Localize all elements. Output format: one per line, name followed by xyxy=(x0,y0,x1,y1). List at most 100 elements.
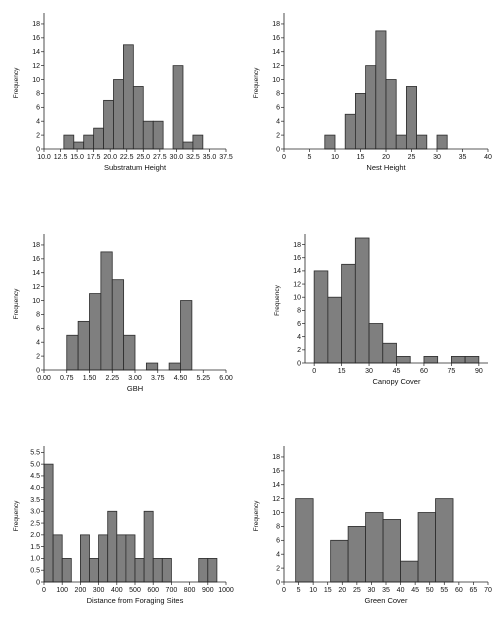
x-tick-label: 0.00 xyxy=(37,375,51,382)
y-axis-title: Frequency xyxy=(13,288,20,319)
y-tick-label: 5.5 xyxy=(30,450,40,457)
y-tick-label: 18 xyxy=(293,242,301,249)
histogram-bar xyxy=(123,334,136,371)
x-tick-label: 0 xyxy=(312,368,316,375)
x-tick-label: 20 xyxy=(382,154,390,161)
histogram-bar xyxy=(330,539,349,583)
x-tick-label: 35.0 xyxy=(203,154,217,161)
histogram-bar xyxy=(107,510,118,583)
x-tick-label: 3.75 xyxy=(151,375,165,382)
x-tick-label: 400 xyxy=(111,587,123,594)
y-tick-label: 16 xyxy=(272,468,280,475)
histogram-bar xyxy=(132,86,144,150)
y-tick-label: 0 xyxy=(297,360,301,367)
x-tick-label: 32.5 xyxy=(186,154,200,161)
x-tick-label: 0.75 xyxy=(60,375,74,382)
x-tick-label: 25.0 xyxy=(136,154,150,161)
histogram-bar xyxy=(161,558,172,583)
x-tick-label: 200 xyxy=(75,587,87,594)
histogram-bar xyxy=(80,534,90,583)
histogram-bar xyxy=(111,279,125,371)
y-axis-title: Frequency xyxy=(13,500,20,531)
x-tick-label: 5 xyxy=(297,587,301,594)
y-axis-title: Frequency xyxy=(253,67,260,98)
x-tick-label: 15 xyxy=(357,154,365,161)
histogram-bar xyxy=(103,99,114,150)
histogram-bar xyxy=(89,558,99,583)
x-tick-label: 30 xyxy=(368,587,376,594)
y-tick-label: 1.0 xyxy=(30,556,40,563)
x-tick-label: 5 xyxy=(308,154,312,161)
x-tick-label: 10 xyxy=(331,154,339,161)
x-tick-label: 60 xyxy=(455,587,463,594)
x-tick-label: 0 xyxy=(282,587,286,594)
y-tick-label: 6 xyxy=(276,105,280,112)
histogram-bar xyxy=(77,320,90,371)
histogram-bar xyxy=(61,558,72,583)
histogram-bar xyxy=(375,30,387,150)
x-tick-label: 20 xyxy=(338,587,346,594)
x-tick-label: 300 xyxy=(93,587,105,594)
x-tick-label: 75 xyxy=(448,368,456,375)
y-tick-label: 0 xyxy=(276,146,280,153)
y-tick-label: 2.5 xyxy=(30,520,40,527)
histogram-bar xyxy=(198,558,209,583)
y-tick-label: 2 xyxy=(297,347,301,354)
x-tick-label: 10 xyxy=(309,587,317,594)
y-tick-label: 12 xyxy=(32,63,40,70)
histogram-bar xyxy=(143,510,154,583)
y-tick-label: 5.0 xyxy=(30,461,40,468)
y-tick-label: 12 xyxy=(32,284,40,291)
histogram-bar xyxy=(145,362,159,371)
histogram-bar xyxy=(436,134,448,150)
y-tick-label: 10 xyxy=(293,295,301,302)
y-tick-label: 8 xyxy=(297,308,301,315)
x-tick-label: 70 xyxy=(484,587,492,594)
x-tick-label: 90 xyxy=(475,368,483,375)
histogram-bar xyxy=(142,120,154,150)
x-axis-title: Canopy Cover xyxy=(373,377,421,386)
histogram-bar xyxy=(73,141,85,150)
histogram-bar xyxy=(385,79,397,150)
x-tick-label: 700 xyxy=(166,587,178,594)
y-tick-label: 4 xyxy=(36,340,40,347)
y-tick-label: 2 xyxy=(36,132,40,139)
x-axis-title: GBH xyxy=(127,384,143,393)
histogram-bar xyxy=(116,534,127,583)
x-tick-label: 15 xyxy=(324,587,332,594)
y-tick-label: 12 xyxy=(293,281,301,288)
histogram-bar xyxy=(152,558,163,583)
x-tick-label: 22.5 xyxy=(120,154,134,161)
y-axis-title: Frequency xyxy=(274,284,281,315)
x-tick-label: 25 xyxy=(408,154,416,161)
histogram-bar xyxy=(134,558,145,583)
y-tick-label: 6 xyxy=(276,538,280,545)
histogram-bar xyxy=(63,134,75,150)
y-tick-label: 0 xyxy=(276,579,280,586)
y-tick-label: 14 xyxy=(272,49,280,56)
histogram-bar xyxy=(152,120,164,150)
histogram-bar xyxy=(400,560,419,583)
histogram-bar xyxy=(365,65,377,150)
y-tick-label: 8 xyxy=(276,524,280,531)
x-tick-label: 12.5 xyxy=(54,154,68,161)
x-axis-title: Distance from Foraging Sites xyxy=(87,596,184,605)
histogram-bar xyxy=(423,356,439,364)
y-tick-label: 12 xyxy=(272,63,280,70)
histogram-bar xyxy=(395,134,407,150)
x-axis-title: Nest Height xyxy=(366,163,406,172)
histogram-bar xyxy=(416,134,428,150)
x-tick-label: 100 xyxy=(56,587,68,594)
x-tick-label: 500 xyxy=(129,587,141,594)
y-axis-title: Frequency xyxy=(13,67,20,98)
y-tick-label: 6 xyxy=(36,326,40,333)
x-tick-label: 0 xyxy=(282,154,286,161)
histogram-bar xyxy=(435,498,454,583)
y-tick-label: 1.5 xyxy=(30,544,40,551)
x-tick-label: 4.50 xyxy=(174,375,188,382)
y-tick-label: 6 xyxy=(36,105,40,112)
histogram-bar xyxy=(295,498,314,583)
y-tick-label: 2.0 xyxy=(30,532,40,539)
y-tick-label: 4 xyxy=(36,119,40,126)
